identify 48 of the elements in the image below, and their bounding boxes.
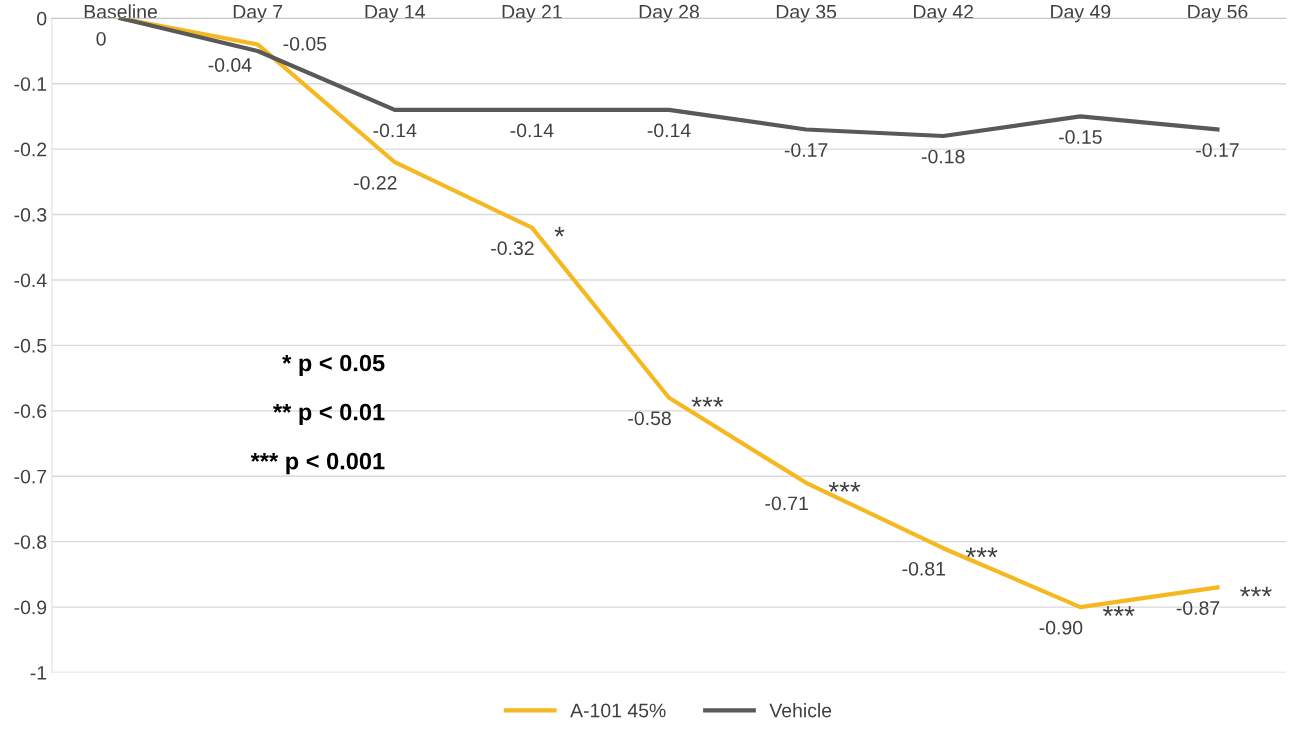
annotation: *** — [691, 396, 724, 407]
annotation: * — [554, 226, 565, 237]
legend-label: A-101 45% — [570, 703, 666, 718]
data-label: -0.18 — [921, 149, 965, 164]
data-label: -0.05 — [283, 36, 327, 51]
annotation: *** — [1103, 606, 1135, 617]
data-label: -0.14 — [373, 123, 417, 138]
annotation: ** p < 0.01 — [273, 403, 385, 426]
data-label: -0.14 — [647, 123, 691, 138]
y-tick-label: -0.3 — [14, 208, 47, 222]
annotation: *** — [965, 547, 998, 558]
data-label: 0 — [96, 31, 106, 46]
data-label: -0.04 — [208, 58, 252, 72]
data-label: -0.87 — [1176, 601, 1220, 615]
x-tick-label: Baseline — [84, 4, 157, 19]
data-label: -0.22 — [354, 175, 397, 190]
y-tick-label: -1 — [30, 666, 47, 680]
data-label: -0.58 — [628, 411, 671, 426]
data-label: -0.17 — [784, 143, 828, 157]
data-label: -0.71 — [765, 496, 808, 511]
y-tick-label: -0.8 — [14, 535, 47, 549]
y-tick-label: -0.2 — [14, 142, 47, 157]
legend-label: Vehicle — [769, 703, 832, 718]
data-label: -0.81 — [902, 561, 945, 576]
y-tick-label: -0.7 — [14, 469, 47, 484]
y-tick-label: -0.5 — [14, 338, 47, 353]
x-tick-label: Day 21 — [502, 4, 562, 23]
y-tick-label: -0.9 — [14, 600, 47, 615]
y-tick-label: -0.4 — [14, 273, 47, 288]
x-tick-label: Day 42 — [914, 4, 974, 23]
x-tick-label: Day 28 — [639, 4, 699, 23]
data-label: -0.17 — [1196, 143, 1239, 157]
data-label: -0.90 — [1039, 620, 1083, 635]
x-tick-label: Day 7 — [233, 5, 283, 23]
x-tick-label: Day 35 — [776, 4, 837, 23]
annotation: *** p < 0.001 — [250, 452, 385, 475]
y-tick-label: 0 — [37, 11, 47, 26]
annotation: * p < 0.05 — [282, 354, 385, 377]
y-tick-label: -0.1 — [14, 77, 47, 91]
x-tick-label: Day 56 — [1188, 4, 1248, 23]
x-tick-label: Day 49 — [1051, 4, 1111, 23]
data-label: -0.14 — [510, 123, 554, 138]
annotation: *** — [828, 481, 861, 492]
data-label: -0.15 — [1059, 130, 1102, 144]
data-label: -0.32 — [491, 241, 534, 256]
annotation: *** — [1240, 586, 1272, 597]
x-tick-label: Day 14 — [365, 5, 425, 23]
y-tick-label: -0.6 — [14, 404, 47, 419]
